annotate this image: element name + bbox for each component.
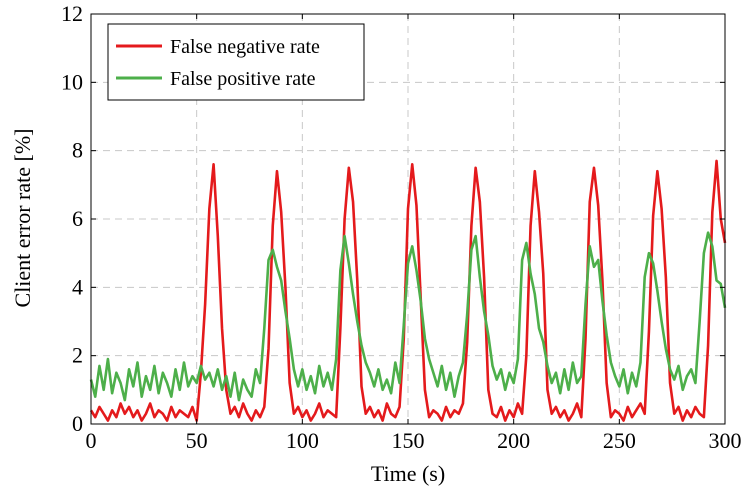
x-tick-label: 300: [709, 428, 742, 453]
legend-label-false-negative: False negative rate: [170, 36, 320, 58]
y-tick-label: 12: [61, 1, 83, 26]
x-tick-label: 50: [186, 428, 208, 453]
y-tick-label: 6: [72, 206, 83, 231]
axis-ticks: 0 50 100 150 200 250 300 0 2 4 6 8 10 12: [61, 1, 742, 453]
legend-box: [107, 23, 365, 101]
legend-label-false-positive: False positive rate: [170, 68, 316, 90]
x-tick-label: 250: [603, 428, 636, 453]
x-tick-label: 200: [497, 428, 530, 453]
x-tick-label: 0: [86, 428, 97, 453]
gridlines: [91, 14, 725, 424]
y-tick-label: 8: [72, 138, 83, 163]
x-tick-label: 100: [286, 428, 319, 453]
x-axis-title: Time (s): [371, 461, 445, 486]
y-tick-label: 0: [72, 411, 83, 436]
y-tick-label: 2: [72, 343, 83, 368]
y-axis-title: Client error rate [%]: [10, 129, 35, 308]
y-tick-label: 4: [72, 274, 83, 299]
y-tick-label: 10: [61, 69, 83, 94]
series-line-false-positive: [89, 231, 727, 402]
x-tick-label: 150: [392, 428, 425, 453]
legend: False negative rate False positive rate: [107, 23, 365, 101]
